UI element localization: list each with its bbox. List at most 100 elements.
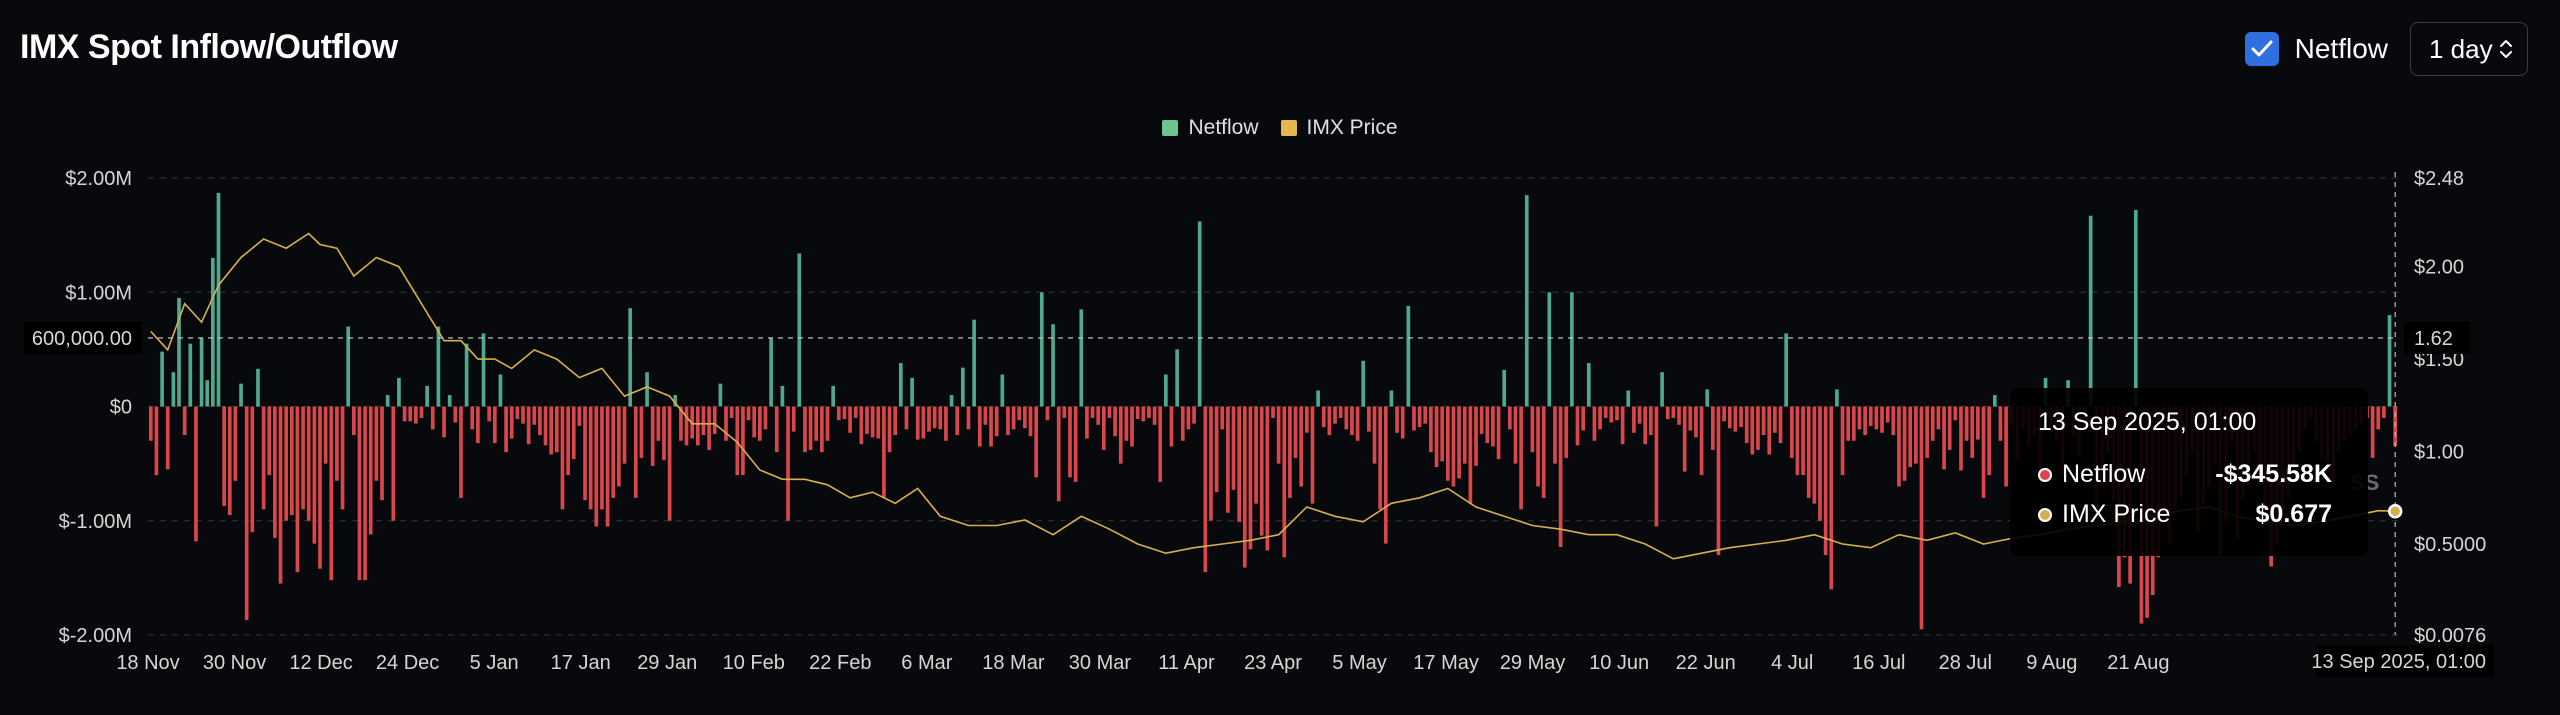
netflow-bar xyxy=(989,406,993,447)
netflow-bar xyxy=(459,406,463,498)
netflow-bar xyxy=(1925,406,1929,458)
chart-toolbar: Netflow 1 day xyxy=(2244,22,2528,76)
netflow-bar xyxy=(1530,406,1535,453)
netflow-bar xyxy=(786,406,790,521)
netflow-bar xyxy=(1316,390,1320,407)
chevron-updown-icon xyxy=(2500,40,2512,58)
netflow-bar xyxy=(295,406,300,573)
x-tick-label: 21 Aug xyxy=(2107,652,2169,674)
netflow-bar xyxy=(1502,369,1507,407)
netflow-bar xyxy=(1660,372,1664,407)
netflow-bar xyxy=(312,406,317,544)
chart-legend: Netflow IMX Price xyxy=(0,116,2560,140)
legend-label-netflow: Netflow xyxy=(1188,116,1259,139)
netflow-bar xyxy=(1271,406,1275,418)
netflow-bar xyxy=(752,406,757,438)
netflow-bar xyxy=(1677,406,1681,425)
netflow-bar xyxy=(684,406,689,446)
netflow-bar xyxy=(961,367,965,407)
tooltip-value-imx-price: $0.677 xyxy=(2255,500,2332,528)
interval-select[interactable]: 1 day xyxy=(2410,22,2528,76)
netflow-bar xyxy=(391,406,396,521)
netflow-bar xyxy=(1694,406,1698,438)
netflow-bar xyxy=(1034,406,1038,478)
netflow-bar xyxy=(1699,406,1704,476)
netflow-bar xyxy=(1491,406,1495,447)
netflow-bar xyxy=(1197,221,1202,407)
netflow-bar xyxy=(1079,309,1084,407)
netflow-bar xyxy=(498,374,503,407)
netflow-bar xyxy=(1350,406,1354,436)
x-tick-label: 17 Jan xyxy=(551,652,611,674)
netflow-bar xyxy=(436,326,441,407)
netflow-bar xyxy=(583,406,587,501)
imx-price-line xyxy=(150,232,2401,560)
y-left-tick-label: $2.00M xyxy=(65,168,132,190)
netflow-bar xyxy=(1152,406,1157,425)
netflow-toggle[interactable]: Netflow xyxy=(2244,32,2388,66)
netflow-bar xyxy=(1784,333,1788,407)
netflow-bar xyxy=(932,406,937,429)
tooltip-title: 13 Sep 2025, 01:00 xyxy=(2038,408,2257,436)
netflow-bar xyxy=(735,406,740,476)
netflow-bar xyxy=(2088,215,2093,407)
netflow-bar xyxy=(476,406,480,444)
x-tick-label: 4 Jul xyxy=(1771,652,1813,674)
netflow-bar xyxy=(1750,406,1755,455)
netflow-bar xyxy=(673,395,678,407)
netflow-bar xyxy=(509,406,514,439)
y-right-tick-label: $0.0076 xyxy=(2414,625,2486,647)
netflow-bar xyxy=(1310,406,1315,504)
y-right-tick-label: $1.00 xyxy=(2414,442,2464,464)
netflow-bar xyxy=(1863,406,1867,436)
netflow-bar xyxy=(555,406,559,453)
netflow-bar xyxy=(1039,292,1044,407)
x-tick-label: 17 May xyxy=(1413,652,1479,674)
netflow-bar xyxy=(1891,406,1896,436)
netflow-bar xyxy=(414,406,418,424)
x-tick-label: 9 Aug xyxy=(2026,652,2077,674)
netflow-bar xyxy=(1959,406,1963,471)
netflow-bar xyxy=(1101,406,1106,450)
netflow-bar xyxy=(1615,406,1619,421)
netflow-bar xyxy=(1553,406,1557,464)
netflow-bar xyxy=(983,406,988,425)
netflow-bar xyxy=(2382,406,2386,418)
netflow-bar xyxy=(1451,406,1456,487)
netflow-bar xyxy=(1062,406,1067,418)
netflow-bar xyxy=(1130,406,1134,447)
netflow-bar xyxy=(1242,406,1247,568)
netflow-bar xyxy=(1648,406,1653,436)
netflow-bar xyxy=(1085,406,1089,439)
x-tick-label: 29 May xyxy=(1500,652,1566,674)
netflow-bar xyxy=(1355,406,1360,441)
netflow-bar xyxy=(199,337,204,407)
netflow-bar xyxy=(1395,406,1399,433)
y-left-tick-label: $0 xyxy=(110,397,132,419)
netflow-bar xyxy=(1445,406,1450,481)
netflow-bar xyxy=(1158,406,1163,482)
netflow-bar xyxy=(825,406,830,441)
netflow-bar xyxy=(1180,406,1185,441)
legend-item-netflow[interactable]: Netflow xyxy=(1162,116,1259,140)
netflow-bar xyxy=(1457,406,1461,479)
netflow-bar xyxy=(1338,406,1343,418)
netflow-bar xyxy=(447,395,452,407)
netflow-bar xyxy=(1175,349,1179,407)
x-tick-label: 5 May xyxy=(1332,652,1386,674)
netflow-bar xyxy=(1327,406,1332,436)
netflow-bar xyxy=(1372,406,1377,464)
netflow-bar xyxy=(357,406,362,581)
netflow-bar xyxy=(1711,406,1715,450)
legend-item-imx-price[interactable]: IMX Price xyxy=(1280,116,1398,140)
netflow-checkbox[interactable] xyxy=(2244,32,2279,66)
netflow-bar xyxy=(1496,406,1501,460)
netflow-bar xyxy=(1970,406,1975,458)
netflow-bar xyxy=(1756,406,1760,450)
checkmark-icon xyxy=(2251,40,2273,57)
netflow-bar xyxy=(380,406,384,501)
netflow-bar xyxy=(605,406,610,527)
netflow-bar xyxy=(1812,406,1817,504)
chart-tooltip: 13 Sep 2025, 01:00 Netflow -$345.58K IMX… xyxy=(2010,388,2368,556)
